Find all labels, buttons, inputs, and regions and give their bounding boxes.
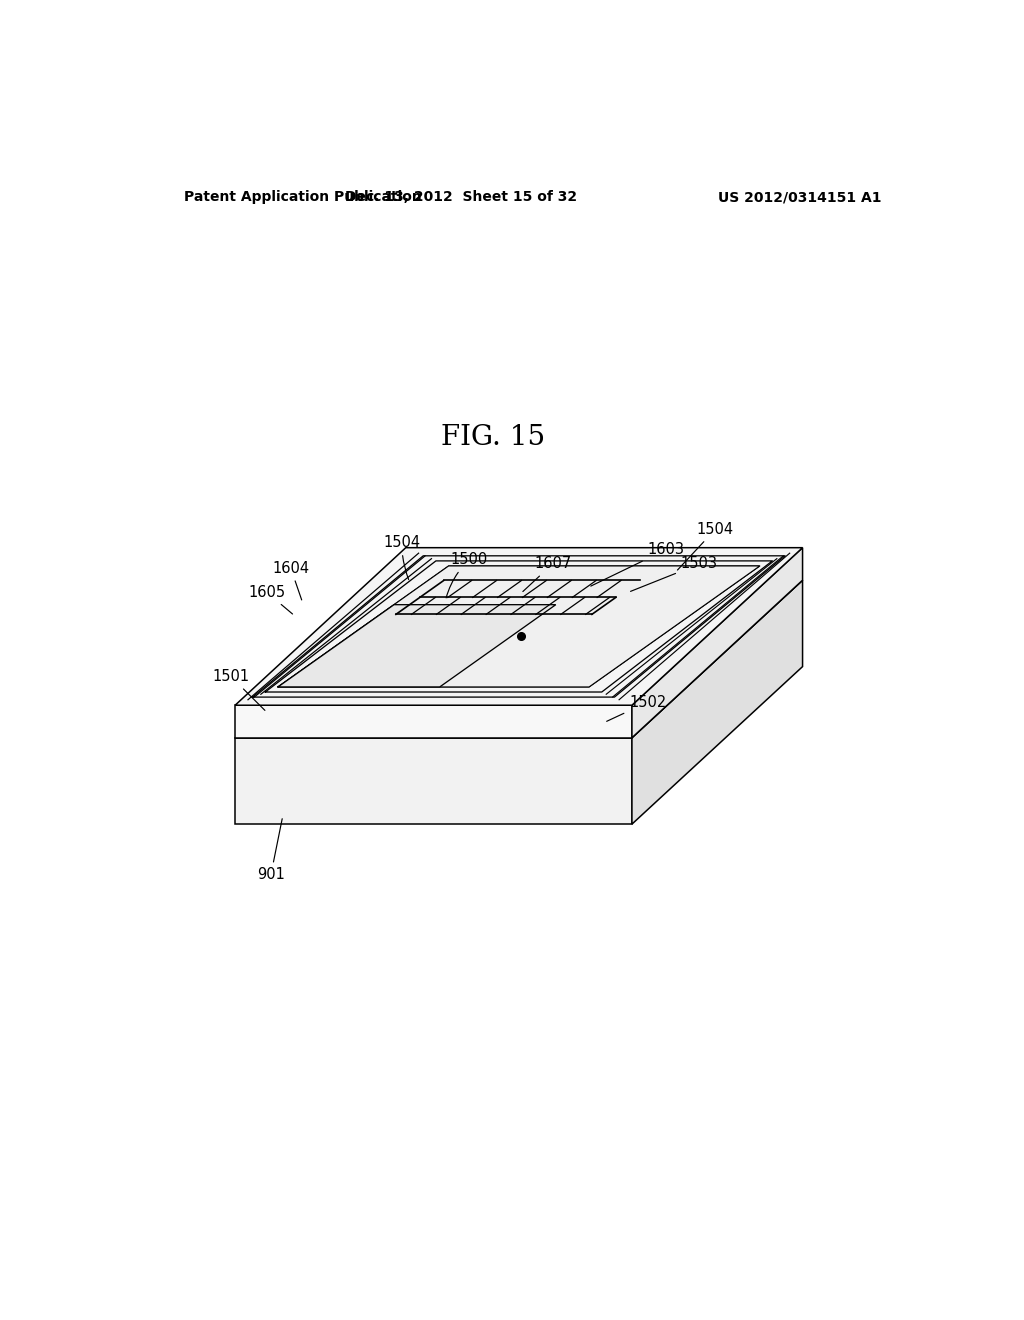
Text: 1603: 1603 — [591, 543, 685, 586]
Text: 1607: 1607 — [523, 557, 571, 591]
Text: FIG. 15: FIG. 15 — [441, 425, 545, 451]
Polygon shape — [236, 548, 803, 705]
Text: 1504: 1504 — [678, 521, 734, 570]
Text: US 2012/0314151 A1: US 2012/0314151 A1 — [719, 190, 882, 205]
Text: 1502: 1502 — [606, 694, 667, 721]
Polygon shape — [632, 548, 803, 738]
Text: 901: 901 — [257, 818, 285, 883]
Text: Dec. 13, 2012  Sheet 15 of 32: Dec. 13, 2012 Sheet 15 of 32 — [345, 190, 578, 205]
Polygon shape — [278, 566, 760, 686]
Text: 1500: 1500 — [446, 552, 487, 598]
Text: 1503: 1503 — [631, 557, 718, 591]
Polygon shape — [278, 605, 556, 686]
Polygon shape — [632, 581, 803, 824]
Text: 1501: 1501 — [213, 669, 265, 710]
Polygon shape — [236, 738, 632, 824]
Text: 1504: 1504 — [383, 535, 421, 579]
Text: 1604: 1604 — [272, 561, 309, 601]
Text: 1605: 1605 — [248, 585, 293, 614]
Polygon shape — [236, 705, 632, 738]
Text: Patent Application Publication: Patent Application Publication — [183, 190, 421, 205]
Polygon shape — [236, 581, 803, 738]
